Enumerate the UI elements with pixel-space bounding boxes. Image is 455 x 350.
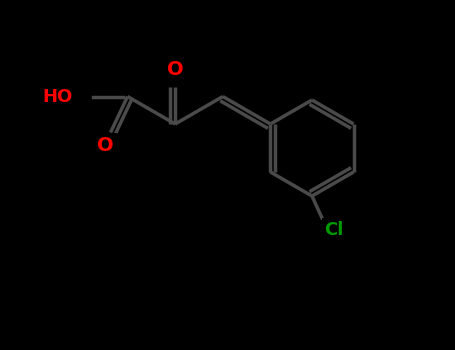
Text: HO: HO	[43, 88, 73, 105]
Text: Cl: Cl	[324, 221, 344, 239]
Text: O: O	[167, 60, 183, 79]
Text: O: O	[97, 136, 114, 155]
